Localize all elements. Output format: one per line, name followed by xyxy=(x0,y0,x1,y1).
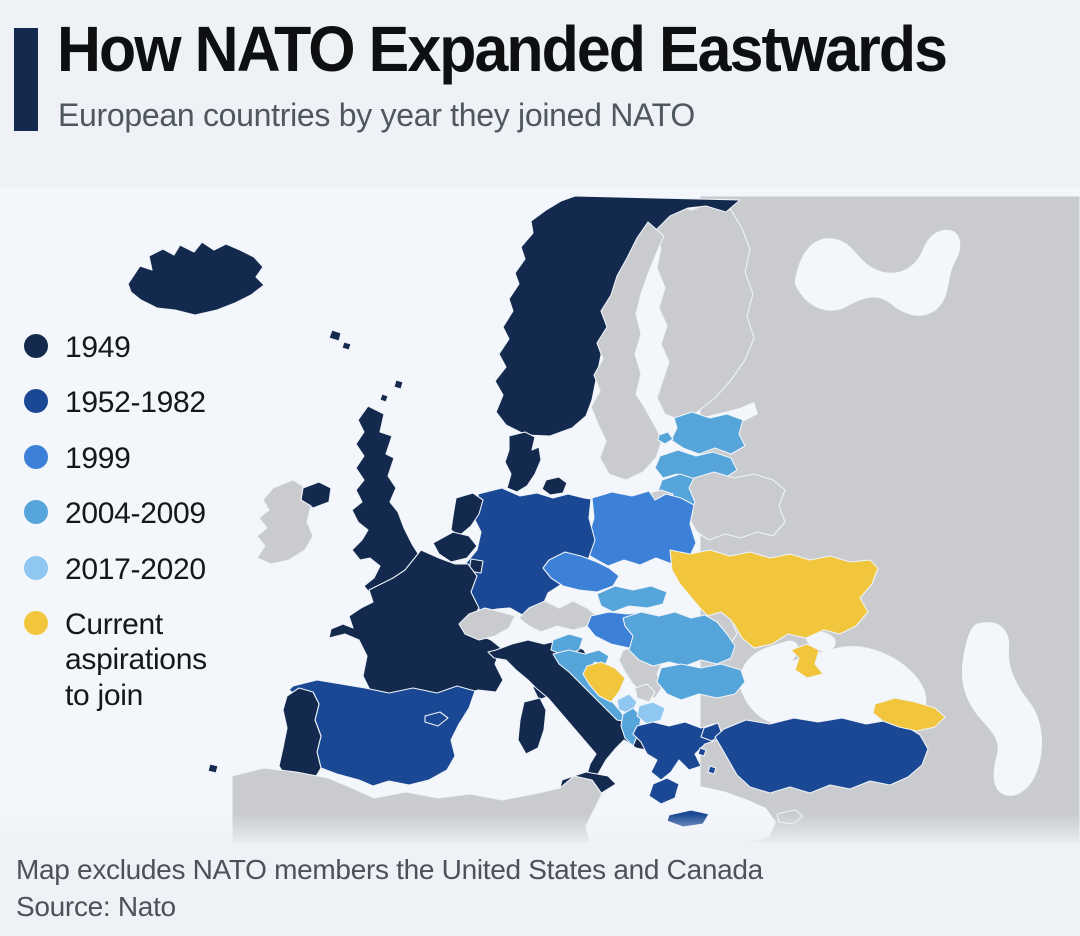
country-aegean-island-1 xyxy=(697,747,707,757)
map-footnote: Map excludes NATO members the United Sta… xyxy=(16,856,763,930)
country-iceland xyxy=(127,241,265,316)
country-bosnia xyxy=(582,661,626,703)
country-sweden xyxy=(590,221,665,481)
legend-item-y2017_2020: 2017-2020 xyxy=(24,552,239,587)
country-slovenia xyxy=(550,633,584,657)
sea-of-azov-water xyxy=(805,631,836,652)
country-balearic-islands xyxy=(424,711,449,727)
country-czechia xyxy=(542,551,620,593)
footnote-source: Source: Nato xyxy=(16,891,176,922)
country-portugal xyxy=(278,687,322,783)
legend-label-y2017_2020: 2017-2020 xyxy=(65,552,206,586)
country-peloponnese xyxy=(648,777,680,805)
legend-item-y2004_2009: 2004-2009 xyxy=(24,496,239,531)
legend-dot-y1952_1982 xyxy=(24,389,48,414)
legend-label-y1952_1982: 1952-1982 xyxy=(65,386,206,420)
country-denmark-islands xyxy=(541,476,568,496)
legend-dot-y1999 xyxy=(24,444,48,469)
country-shetland xyxy=(393,379,404,390)
country-belarus xyxy=(688,471,786,541)
white-sea-water xyxy=(794,229,961,316)
legend-label-y1949: 1949 xyxy=(65,331,131,364)
legend-item-aspirations: Current aspirations to join xyxy=(24,607,239,713)
country-crimea xyxy=(790,643,824,679)
country-switzerland xyxy=(458,607,516,641)
title-accent-bar xyxy=(14,28,38,131)
country-madeira xyxy=(207,763,219,774)
legend-dot-y2017_2020 xyxy=(24,555,48,580)
country-italy xyxy=(487,639,659,779)
country-bulgaria xyxy=(656,663,746,701)
page-subtitle: European countries by year they joined N… xyxy=(58,97,695,133)
country-denmark xyxy=(504,431,542,493)
europe-map xyxy=(0,188,1080,848)
legend-label-y2004_2009: 2004-2009 xyxy=(65,497,206,531)
country-finland xyxy=(651,200,755,421)
country-greece xyxy=(632,721,718,781)
country-orkney xyxy=(379,393,389,403)
country-kosovo xyxy=(634,683,656,703)
legend-label-y1999: 1999 xyxy=(65,441,131,475)
page-title: How NATO Expanded Eastwards xyxy=(57,13,948,85)
country-georgia xyxy=(872,697,946,732)
legend-item-y1952_1982: 1952-1982 xyxy=(24,385,239,420)
legend-dot-aspirations xyxy=(24,610,48,635)
country-netherlands xyxy=(450,492,484,537)
country-turkey-anatolia xyxy=(714,717,929,794)
legend-dot-y2004_2009 xyxy=(24,500,48,525)
country-aegean-island-2 xyxy=(707,765,717,775)
legend-item-y1999: 1999 xyxy=(24,441,239,476)
country-sardinia xyxy=(517,697,547,755)
legend-item-y1949: 1949 xyxy=(24,330,239,365)
legend-dot-y1949 xyxy=(24,334,48,358)
country-estonia-islands xyxy=(657,431,674,445)
country-north-macedonia xyxy=(636,701,666,725)
country-estonia xyxy=(670,411,746,455)
country-faroe-islands xyxy=(328,329,342,342)
country-slovakia xyxy=(596,585,668,613)
footnote-exclusion: Map excludes NATO members the United Sta… xyxy=(16,854,763,885)
europe-map-svg xyxy=(0,188,1080,848)
country-faroe-islands-2 xyxy=(341,341,352,351)
country-belgium xyxy=(432,531,478,563)
map-bottom-fade xyxy=(0,814,1080,848)
country-ireland xyxy=(256,479,314,565)
country-romania xyxy=(622,611,736,667)
map-legend: 1949 1952-1982 1999 2004-2009 2017-2020 Curre… xyxy=(24,330,239,733)
legend-label-aspirations: Current aspirations to join xyxy=(65,607,207,712)
caspian-sea-water xyxy=(961,622,1043,796)
